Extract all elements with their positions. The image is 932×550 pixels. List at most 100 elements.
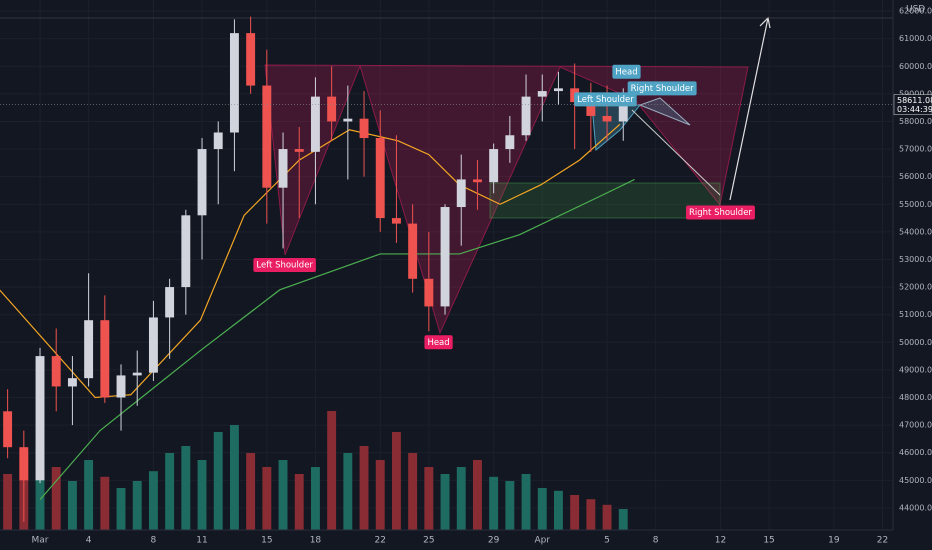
volume-bar [148, 471, 158, 530]
y-tick-label: 61000.00 [899, 34, 932, 43]
x-tick-label: Apr [534, 536, 550, 546]
volume-bar [84, 460, 94, 530]
volume-bar [262, 467, 272, 530]
y-tick-label: 59000.00 [899, 89, 932, 98]
volume [3, 411, 628, 530]
candle-body [35, 356, 45, 481]
y-tick-label: 60000.00 [899, 62, 932, 71]
candle-body [310, 96, 320, 152]
y-tick-label: 57000.00 [899, 145, 932, 154]
volume-bar [197, 460, 207, 530]
candle-body [262, 85, 272, 188]
candle-body [343, 118, 353, 122]
volume-bar [359, 446, 369, 530]
y-tick-label: 46000.00 [899, 448, 932, 457]
volume-bar [537, 488, 547, 530]
candle-body [213, 132, 223, 150]
price-axis [893, 0, 932, 550]
x-tick-label: Mar [32, 536, 49, 546]
volume-bar [51, 467, 61, 530]
y-tick-label: 56000.00 [899, 172, 932, 181]
volume-bar [424, 467, 434, 530]
candle-body [375, 138, 385, 219]
x-tick-label: 4 [86, 536, 92, 546]
annotation-label: Right Shoulder [689, 208, 752, 218]
volume-bar [100, 476, 110, 530]
annotation-box [253, 258, 316, 272]
volume-bar [375, 460, 385, 530]
candle-body [553, 88, 563, 92]
volume-bar [165, 453, 175, 530]
volume-bar [472, 460, 482, 530]
volume-bar [3, 474, 13, 530]
y-tick-label: 45000.00 [899, 476, 932, 485]
annotation-label: Head [615, 67, 637, 77]
candle-body [472, 179, 482, 183]
candle-body [148, 317, 158, 373]
y-tick-label: 53000.00 [899, 255, 932, 264]
candle-body [391, 218, 401, 224]
x-tick-label: 8 [653, 536, 659, 546]
y-tick-label: 50000.00 [899, 338, 932, 347]
moving-average [0, 123, 621, 399]
candle-body [521, 96, 531, 136]
y-tick-label: 44000.00 [899, 503, 932, 512]
volume-bar [456, 467, 466, 530]
countdown: 03:44:39 [897, 105, 932, 114]
annotation-box [627, 81, 697, 96]
volume-bar [327, 411, 337, 530]
moving-average [39, 178, 635, 501]
pattern-shape [264, 64, 749, 335]
y-tick-label: 48000.00 [899, 393, 932, 402]
y-tick-label: 51000.00 [899, 310, 932, 319]
x-tick-label: 5 [604, 536, 610, 546]
candle-body [100, 320, 110, 398]
volume-bar [343, 453, 353, 530]
volume-bar [489, 476, 499, 530]
volume-bar [213, 432, 223, 530]
volume-bar [132, 481, 142, 530]
last-price: 58611.08 [897, 96, 932, 105]
volume-bar [586, 499, 596, 530]
axes: 44000.00 45000.00 46000.00 47000.00 48000.00… [32, 7, 932, 546]
candles [3, 16, 628, 522]
annotation-box [612, 64, 641, 79]
volume-bar [391, 432, 401, 530]
candle-body [246, 33, 256, 86]
annotation-box [574, 92, 637, 107]
volume-bar [229, 425, 239, 530]
candle-body [359, 118, 369, 139]
y-tick-label: 54000.00 [899, 227, 932, 236]
volume-bar [602, 504, 612, 530]
x-tick-label: 22 [877, 536, 888, 546]
candle-body [3, 411, 13, 448]
volume-bar [618, 509, 628, 530]
volume-bar [294, 474, 304, 530]
annotation-box [424, 335, 453, 350]
x-tick-label: 29 [488, 536, 500, 546]
candle-body [586, 102, 596, 116]
candle-body [229, 33, 239, 133]
candle-body [440, 207, 450, 307]
volume-bar [35, 446, 45, 530]
candle-body [278, 149, 288, 188]
candle-body [132, 372, 142, 376]
volume-bar [246, 453, 256, 530]
candle-body [197, 149, 207, 216]
y-tick-label: 55000.00 [899, 200, 932, 209]
candle-body [67, 378, 77, 387]
projection-line [631, 109, 721, 196]
volume-bar [570, 495, 580, 530]
candle-body [602, 115, 612, 122]
target-zone [489, 182, 721, 219]
arrow [729, 17, 769, 201]
x-tick-label: 15 [763, 536, 774, 546]
candle-body [294, 149, 304, 152]
last-price-box [893, 94, 932, 115]
candle-body [84, 320, 94, 379]
annotation-label: Left Shoulder [577, 95, 634, 105]
x-tick-label: 8 [151, 536, 157, 546]
